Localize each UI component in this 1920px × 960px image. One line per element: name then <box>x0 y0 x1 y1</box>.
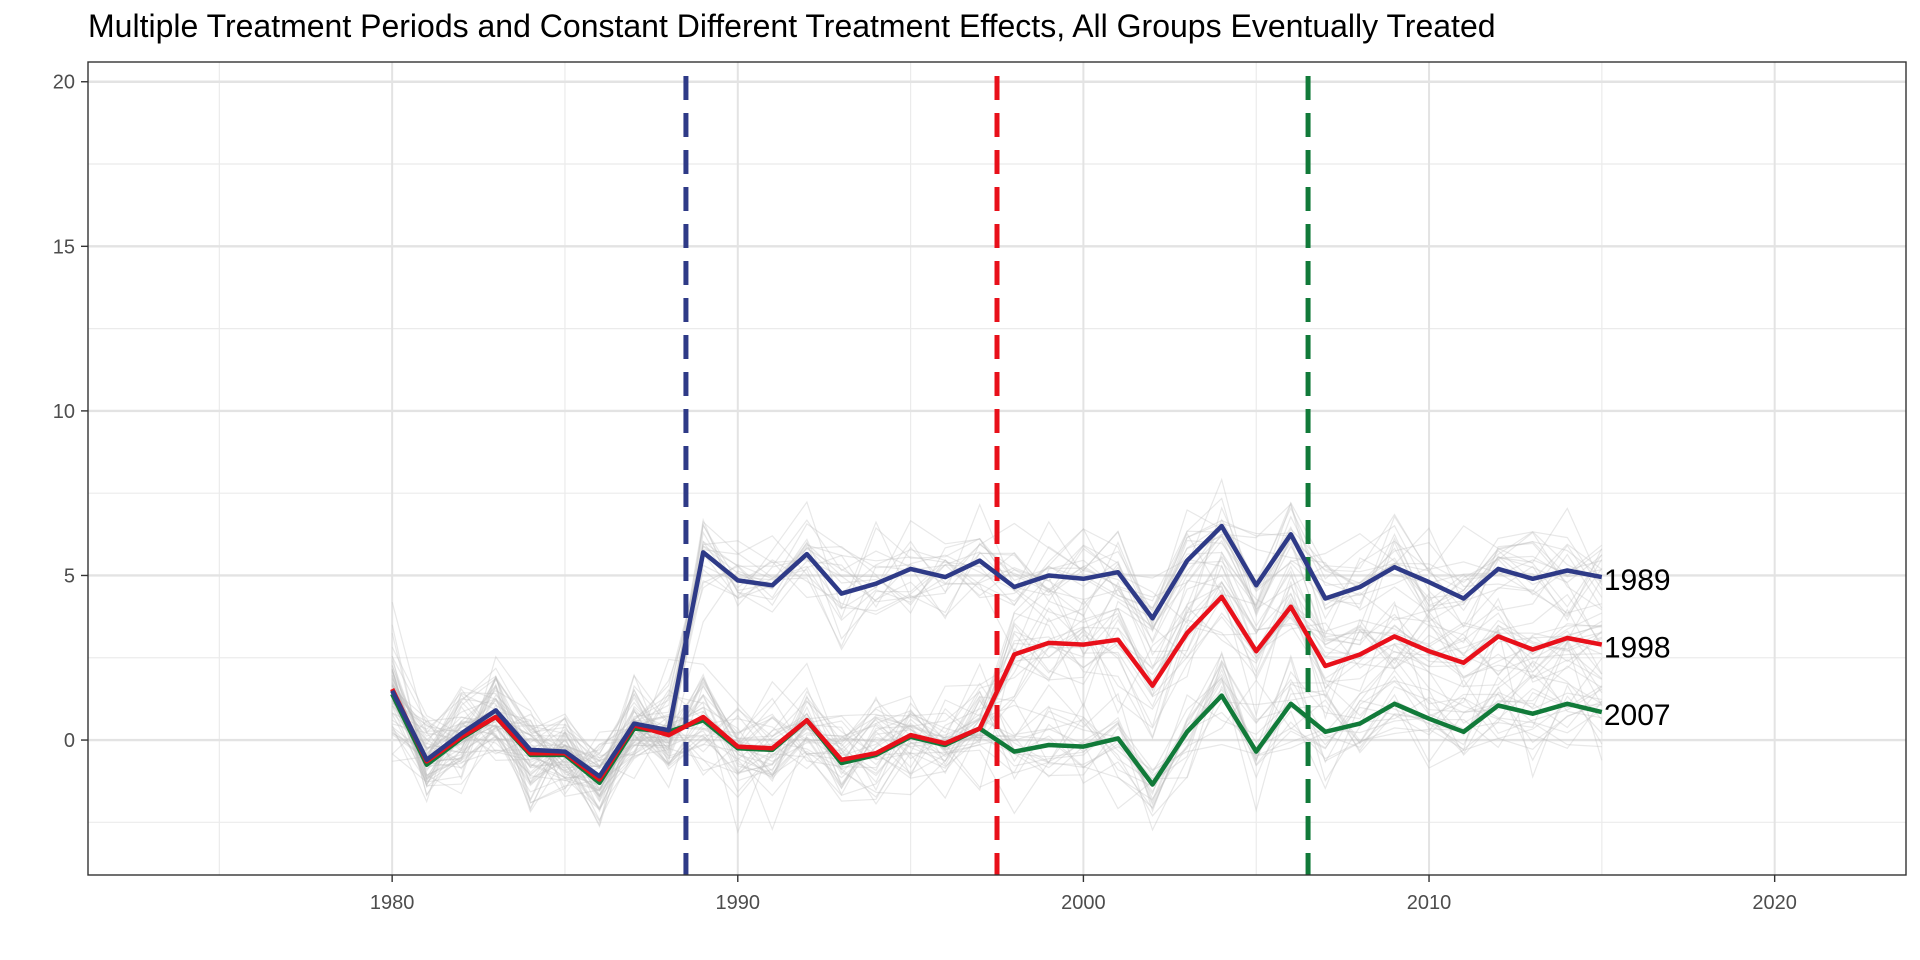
end-label-1989: 1989 <box>1604 564 1671 597</box>
y-tick-label: 5 <box>64 565 75 587</box>
y-axis: 0 5 10 15 20 <box>53 72 88 752</box>
y-tick-label: 15 <box>53 236 75 258</box>
y-tick-label: 10 <box>53 401 75 423</box>
x-tick-label: 1980 <box>370 892 415 914</box>
x-tick-label: 1990 <box>716 892 761 914</box>
simulated-line <box>391 669 1602 810</box>
simulated-line <box>391 585 1603 790</box>
simulated-line <box>391 671 1603 801</box>
plot-panel-border <box>87 61 1907 876</box>
end-labels: 1989 1998 2007 <box>1604 564 1671 732</box>
x-tick-label: 2010 <box>1407 892 1452 914</box>
y-tick-label: 20 <box>53 72 75 94</box>
end-label-2007: 2007 <box>1604 699 1671 732</box>
simulated-line <box>391 535 1603 770</box>
y-tick-label: 0 <box>64 730 75 752</box>
end-label-1998: 1998 <box>1604 632 1671 665</box>
chart-title: Multiple Treatment Periods and Constant … <box>88 8 1496 44</box>
x-tick-label: 2000 <box>1061 892 1106 914</box>
simulated-line <box>391 556 1603 809</box>
simulated-line <box>391 497 1603 774</box>
x-axis: 1980 1990 2000 2010 2020 <box>370 875 1797 914</box>
series-line-1989 <box>390 523 1603 779</box>
treatment-lines <box>683 76 1311 875</box>
series-lines <box>390 523 1603 787</box>
simulated-line <box>391 626 1603 827</box>
x-tick-label: 2020 <box>1752 892 1797 914</box>
simulated-line <box>391 503 1603 783</box>
simulated-line <box>391 581 1602 811</box>
series-line-1998 <box>390 594 1603 782</box>
series-line-2007 <box>390 693 1603 787</box>
simulated-line <box>391 515 1603 792</box>
simulated-line <box>391 600 1602 803</box>
